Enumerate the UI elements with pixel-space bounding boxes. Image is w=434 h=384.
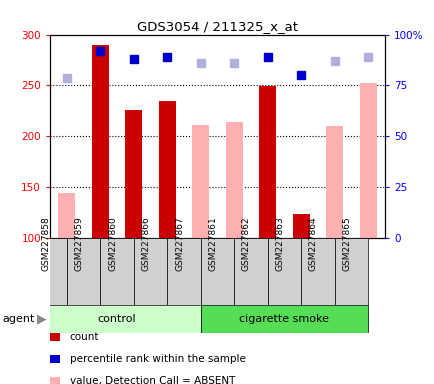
Text: control: control [98,314,136,324]
Bar [225,122,242,238]
Text: percentile rank within the sample: percentile rank within the sample [69,354,245,364]
Bar [192,125,209,238]
Bar [259,86,276,238]
Text: GSM227864: GSM227864 [308,216,317,271]
Text: value, Detection Call = ABSENT: value, Detection Call = ABSENT [69,376,234,384]
Text: agent: agent [2,314,34,324]
Bar [125,110,142,238]
Bar [201,305,367,333]
Bar [134,238,167,305]
Bar [33,305,201,333]
Text: cigarette smoke: cigarette smoke [239,314,329,324]
Text: GSM227863: GSM227863 [275,216,284,271]
Bar [201,238,234,305]
Text: GSM227865: GSM227865 [342,216,351,271]
Bar [267,238,301,305]
Bar [359,83,376,238]
Bar [234,238,267,305]
Bar [292,214,309,238]
Bar [334,238,367,305]
Bar [58,193,75,238]
Bar [33,238,67,305]
Bar [100,238,134,305]
Bar [167,238,201,305]
Bar [326,126,342,238]
Text: count: count [69,332,99,342]
Text: GSM227859: GSM227859 [74,216,83,271]
Text: GSM227861: GSM227861 [208,216,217,271]
Text: ▶: ▶ [37,313,46,326]
Bar [300,238,334,305]
Bar [92,45,108,238]
Text: GSM227862: GSM227862 [241,216,250,271]
Title: GDS3054 / 211325_x_at: GDS3054 / 211325_x_at [137,20,297,33]
Bar [67,238,100,305]
Text: GSM227866: GSM227866 [141,216,150,271]
Bar [158,101,175,238]
Text: GSM227858: GSM227858 [41,216,50,271]
Text: GSM227860: GSM227860 [108,216,117,271]
Text: GSM227867: GSM227867 [174,216,184,271]
